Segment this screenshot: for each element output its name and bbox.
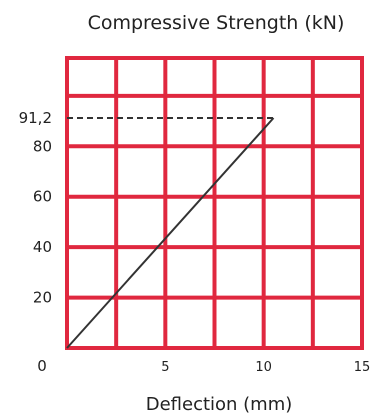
x-tick-label: 0 [37, 357, 47, 375]
y-tick-label: 40 [33, 238, 52, 256]
grid [65, 56, 364, 350]
y-tick-label: 91,2 [19, 109, 52, 127]
series-line [66, 117, 275, 349]
x-axis-title: Deflection (mm) [146, 394, 293, 415]
x-tick-label: 10 [255, 360, 272, 375]
x-tick-labels: 0 5 10 15 [37, 357, 370, 375]
y-tick-labels: 20 40 60 80 91,2 [19, 109, 52, 307]
y-tick-label: 80 [33, 137, 52, 155]
y-tick-label: 20 [33, 289, 52, 307]
x-tick-label: 5 [161, 360, 169, 375]
series-group [66, 117, 275, 349]
y-tick-label: 60 [33, 188, 52, 206]
chart-title: Compressive Strength (kN) [88, 12, 345, 34]
x-tick-label: 15 [354, 360, 371, 375]
